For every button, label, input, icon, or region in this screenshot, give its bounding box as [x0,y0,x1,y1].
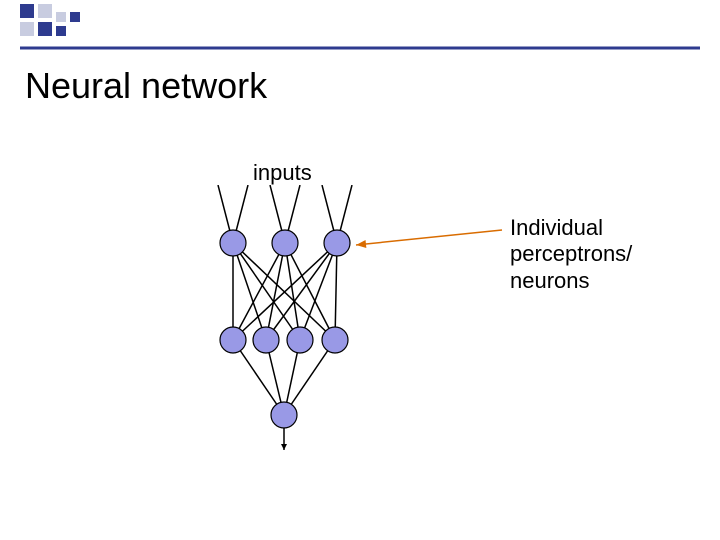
inputs-label: inputs [253,160,312,186]
corner-decoration [0,0,720,65]
page-title: Neural network [25,65,267,107]
neural-network-diagram [180,185,720,490]
